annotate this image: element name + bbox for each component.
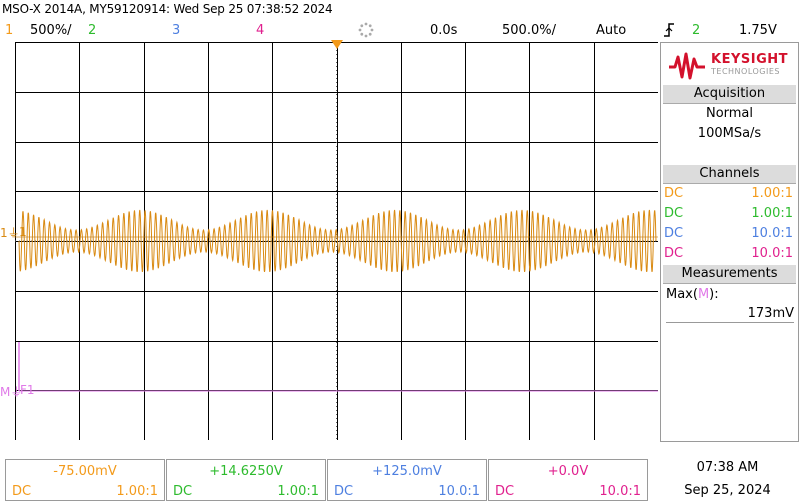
bottom-ch1-box[interactable]: -75.00mV DC 1.00:1 [5,459,165,501]
brand-name: KEYSIGHT [711,52,788,67]
bottom-ch4-coupling: DC [495,484,515,499]
panel-ch1-probe[interactable]: 1.00:1 [751,186,793,201]
ch2-number[interactable]: 2 [88,23,97,38]
trigger-source[interactable]: 2 [692,23,701,38]
bottom-ch1-coupling: DC [12,484,32,499]
time-scale[interactable]: 500.0%/ [502,23,556,38]
bottom-ch4-probe: 10.0:1 [599,484,641,499]
bottom-ch2-box[interactable]: +14.6250V DC 1.00:1 [166,459,326,501]
panel-ch1-coupling[interactable]: DC [664,186,684,201]
trigger-mode[interactable]: Auto [596,23,627,38]
bottom-ch2-probe: 1.00:1 [277,484,319,499]
f1-label: F1 [20,383,35,397]
clock-date: Sep 25, 2024 [684,483,771,498]
measurements-header[interactable]: Measurements [663,265,796,284]
panel-ch4-coupling[interactable]: DC [664,246,684,261]
busy-spinner-icon [358,22,374,42]
math-ground-marker[interactable]: M⏚ [0,385,23,399]
acquisition-mode: Normal [705,106,754,121]
measurement-label: Max(M): [666,287,719,302]
bottom-ch4-offset: +0.0V [547,464,589,479]
window-title: MSO-X 2014A, MY59120914: Wed Sep 25 07:3… [2,2,333,16]
acquisition-rate: 100MSa/s [697,126,762,141]
ch1-number[interactable]: 1 [5,23,14,38]
bottom-ch2-coupling: DC [173,484,193,499]
keysight-wave-icon [669,52,705,80]
bottom-ch2-offset: +14.6250V [209,464,283,479]
bottom-ch3-coupling: DC [334,484,354,499]
brand-subtitle: TECHNOLOGIES [711,67,780,76]
keysight-logo: KEYSIGHT TECHNOLOGIES [663,45,796,85]
acquisition-header[interactable]: Acquisition [663,85,796,104]
panel-ch3-probe[interactable]: 10.0:1 [751,226,793,241]
ch1-trace [18,209,657,272]
bottom-ch4-box[interactable]: +0.0V DC 10.0:1 [488,459,648,501]
channels-header[interactable]: Channels [663,165,796,184]
status-bar: 1 500%/ 2 3 4 0.0s 500.0%/ Auto 2 1.75V [0,20,800,42]
bottom-ch1-probe: 1.00:1 [116,484,158,499]
bottom-ch3-box[interactable]: +125.0mV DC 10.0:1 [327,459,487,501]
ch3-number[interactable]: 3 [172,23,181,38]
clock-time: 07:38 AM [696,460,759,475]
ch1-scale[interactable]: 500%/ [30,23,72,38]
panel-ch4-probe[interactable]: 10.0:1 [751,246,793,261]
trigger-level[interactable]: 1.75V [739,23,777,38]
channel-info-bar: -75.00mV DC 1.00:1 +14.6250V DC 1.00:1 +125.0m… [0,457,800,503]
measurement-source: M [697,287,710,302]
panel-ch3-coupling[interactable]: DC [664,226,684,241]
bottom-ch3-probe: 10.0:1 [438,484,480,499]
ch1-trace-label: 1 [19,225,27,239]
measurement-value: 173mV [666,306,794,323]
panel-ch2-probe[interactable]: 1.00:1 [751,206,793,221]
ch4-number[interactable]: 4 [256,23,265,38]
bottom-ch3-offset: +125.0mV [372,464,442,479]
time-delay[interactable]: 0.0s [430,23,458,38]
trigger-rising-edge-icon [663,22,675,42]
panel-ch2-coupling[interactable]: DC [664,206,684,221]
side-panel: KEYSIGHT TECHNOLOGIES Acquisition Normal… [660,42,799,442]
ch1-ground-marker[interactable]: 1⏚ [0,226,20,240]
waveform-canvas [15,42,658,440]
waveform-display[interactable]: 1⏚ 1 M⏚ F1 [0,40,658,440]
bottom-ch1-offset: -75.00mV [53,464,117,479]
